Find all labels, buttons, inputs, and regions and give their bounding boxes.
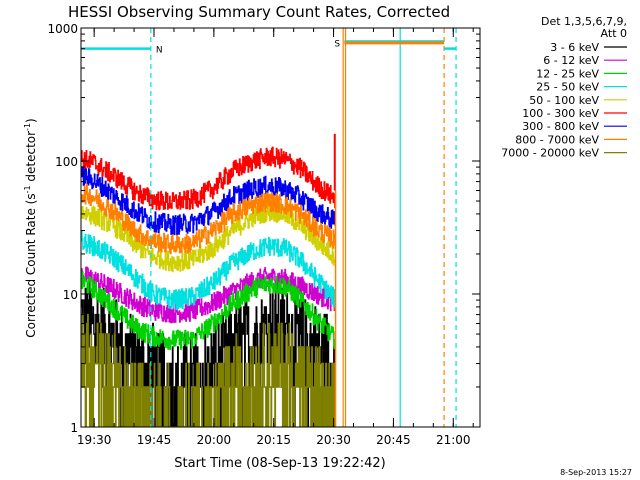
y-label-sup-1: -1 <box>23 185 32 193</box>
chart-title: HESSI Observing Summary Count Rates, Cor… <box>68 3 450 21</box>
y-axis: 1 10 100 1000 <box>47 22 480 435</box>
x-tick-label: 19:30 <box>77 433 112 447</box>
legend-label-3-6-kev: 3 - 6 keV <box>550 41 599 54</box>
y-label-sup-2: -1 <box>23 123 32 131</box>
y-tick-label: 100 <box>55 155 78 169</box>
series-12-25-kev <box>81 271 336 350</box>
legend-header: Det 1,3,5,6,7,9, Att 0 <box>541 15 627 40</box>
series-300-800-kev <box>81 166 336 236</box>
legend-label-50-100-kev: 50 - 100 keV <box>529 94 599 107</box>
legend-label-6-12-kev: 6 - 12 keV <box>543 54 599 67</box>
x-tick-label: 20:00 <box>197 433 232 447</box>
series-50-100-kev <box>81 202 336 273</box>
legend-label-12-25-kev: 12 - 25 keV <box>536 67 599 80</box>
legend-label-25-50-kev: 25 - 50 keV <box>536 81 599 94</box>
annotation-label-saa: S <box>334 39 340 49</box>
legend-title-line-1: Det 1,3,5,6,7,9, <box>541 15 627 28</box>
series-800-7000-kev <box>81 183 336 255</box>
legend-title-line-2: Att 0 <box>601 27 627 40</box>
x-tick-label: 20:45 <box>376 433 411 447</box>
series-7000-20000-kev <box>81 313 336 427</box>
x-axis: 19:30 19:45 20:00 20:15 20:30 20:45 21:00 <box>77 28 474 447</box>
legend-label-800-7000-kev: 800 - 7000 keV <box>515 133 599 146</box>
x-tick-label: 20:30 <box>316 433 351 447</box>
plot-frame <box>80 27 481 428</box>
series-25-50-kev <box>81 231 336 311</box>
x-tick-label: 20:15 <box>256 433 291 447</box>
legend-label-7000-20000-kev: 7000 - 20000 keV <box>501 147 599 160</box>
y-tick-label: 10 <box>63 288 78 302</box>
series-6-12-kev <box>81 266 336 324</box>
annotation-label-night: N <box>156 46 163 56</box>
y-tick-label: 1000 <box>47 22 78 36</box>
y-label-part-2: detector <box>24 131 38 186</box>
x-axis-label: Start Time (08-Sep-13 19:22:42) <box>174 456 385 471</box>
x-tick-label: 19:45 <box>137 433 172 447</box>
legend-label-100-300-kev: 100 - 300 keV <box>522 107 599 120</box>
y-label-part-3: ) <box>24 118 38 123</box>
footer-date: 8-Sep-2013 15:27 <box>560 468 632 477</box>
y-label-part-1: Corrected Count Rate (s <box>24 193 38 337</box>
legend-label-300-800-kev: 300 - 800 keV <box>522 120 599 133</box>
marker-layer: NS <box>81 28 457 427</box>
y-tick-label: 1 <box>70 421 78 435</box>
series-100-300-kev <box>81 146 336 211</box>
series-layer <box>81 133 337 427</box>
x-tick-label: 21:00 <box>436 433 471 447</box>
y-axis-label: Corrected Count Rate (s-1 detector-1) <box>23 118 38 337</box>
